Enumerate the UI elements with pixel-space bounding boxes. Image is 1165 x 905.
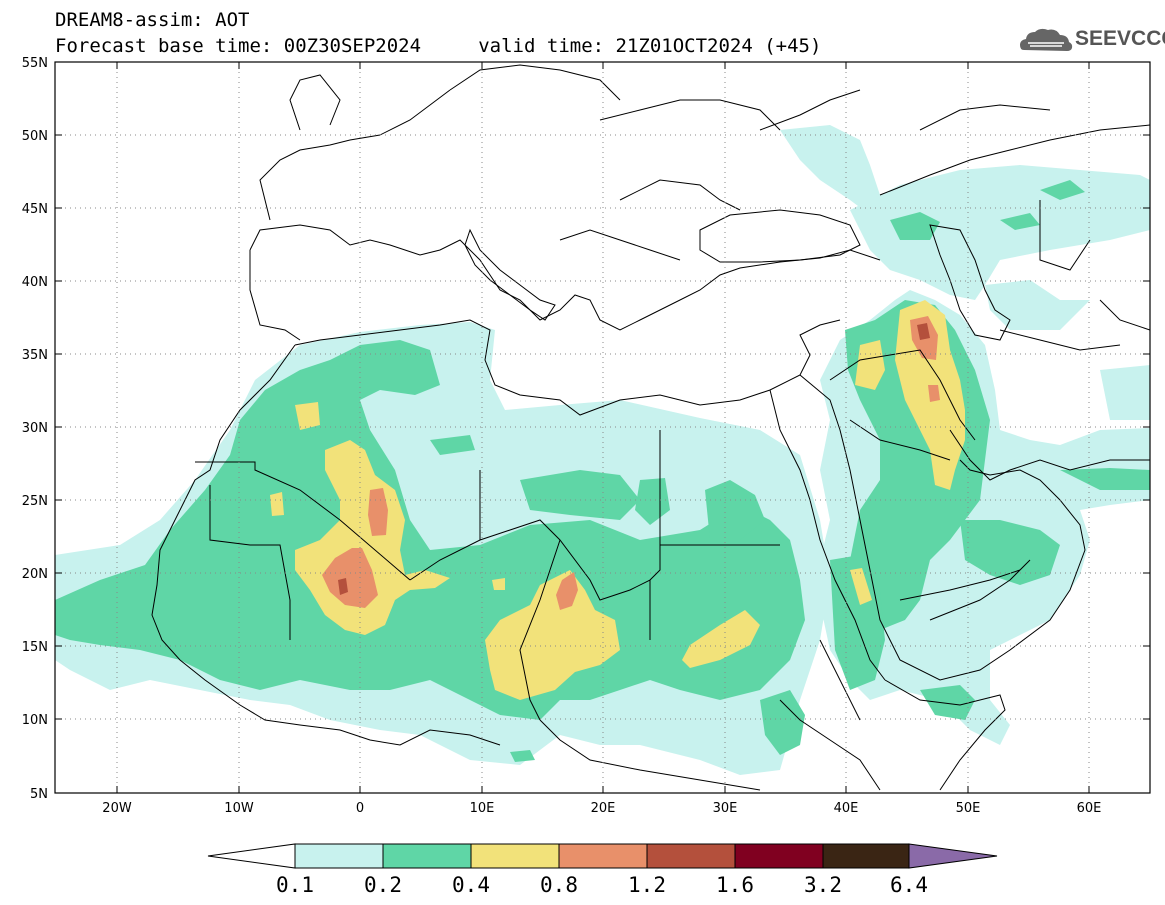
lat-label-15n: 15N: [22, 640, 48, 655]
colorbar-label-0-8: 0.8: [540, 873, 578, 897]
lon-label-10w: 10W: [224, 801, 254, 816]
colorbar-bin-1: [294, 843, 384, 869]
map-title: DREAM8-assim: AOT: [55, 9, 250, 31]
grid-lines: [55, 62, 1150, 793]
colorbar-bin-3: [470, 843, 560, 869]
lat-label-30n: 30N: [22, 421, 48, 436]
colorbar-bin-6: [734, 843, 824, 869]
aot-level-1-2: [338, 323, 930, 595]
colorbar-over-arrow: [908, 843, 998, 869]
colorbar-label-0-2: 0.2: [364, 873, 402, 897]
colorbar-bin-5: [646, 843, 736, 869]
lon-label-40e: 40E: [834, 801, 859, 816]
lat-label-5n: 5N: [30, 787, 48, 802]
colorbar-bin-4: [558, 843, 648, 869]
lon-label-20e: 20E: [591, 801, 616, 816]
lat-label-55n: 55N: [22, 56, 48, 71]
colorbar-label-0-4: 0.4: [452, 873, 490, 897]
colorbar-label-1-2: 1.2: [628, 873, 666, 897]
colorbar-label-6-4: 6.4: [890, 873, 928, 897]
lon-label-50e: 50E: [956, 801, 981, 816]
lon-label-20w: 20W: [102, 801, 132, 816]
coastlines: [151, 64, 1150, 791]
colorbar: [207, 843, 998, 869]
axis-ticks: [55, 61, 1150, 793]
lon-label-60e: 60E: [1077, 801, 1102, 816]
forecast-times: Forecast base time: 00Z30SEP2024 valid t…: [55, 35, 822, 57]
aot-level-0-2: [55, 180, 1150, 762]
colorbar-label-0-1: 0.1: [276, 873, 314, 897]
lat-label-10n: 10N: [22, 713, 48, 728]
lat-label-45n: 45N: [22, 202, 48, 217]
logo-text: SEEVCCC: [1075, 27, 1165, 50]
lon-label-10e: 10E: [470, 801, 495, 816]
lon-label-30e: 30E: [713, 801, 738, 816]
lat-label-40n: 40N: [22, 275, 48, 290]
lat-label-50n: 50N: [22, 129, 48, 144]
colorbar-under-arrow: [207, 843, 296, 869]
lat-label-25n: 25N: [22, 494, 48, 509]
colorbar-bin-7: [822, 843, 910, 869]
lon-label-0: 0: [356, 801, 364, 816]
colorbar-label-3-2: 3.2: [804, 873, 842, 897]
colorbar-label-1-6: 1.6: [716, 873, 754, 897]
colorbar-bin-2: [382, 843, 472, 869]
lat-label-35n: 35N: [22, 348, 48, 363]
cloud-logo-icon: [1020, 28, 1073, 51]
aot-level-0-8: [322, 316, 940, 610]
lat-label-20n: 20N: [22, 567, 48, 582]
